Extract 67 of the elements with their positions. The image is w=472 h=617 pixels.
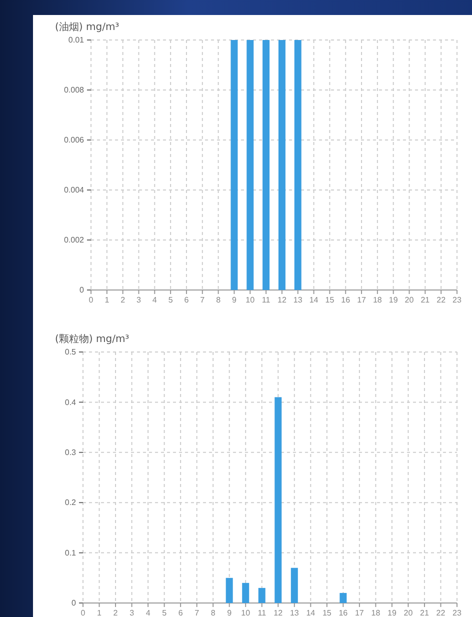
x-tick-label: 20 — [404, 608, 414, 617]
x-tick-label: 23 — [452, 608, 462, 617]
bar — [258, 588, 266, 603]
x-tick-label: 1 — [97, 608, 102, 617]
x-tick-label: 17 — [354, 608, 364, 617]
x-tick-label: 5 — [162, 608, 168, 617]
y-tick-label: 0.3 — [64, 448, 77, 457]
x-tick-label: 7 — [194, 608, 200, 617]
x-tick-label: 10 — [246, 296, 256, 305]
x-tick-label: 1 — [104, 296, 110, 305]
x-tick-label: 2 — [113, 608, 118, 617]
x-tick-label: 12 — [278, 296, 287, 305]
x-tick-label: 16 — [338, 608, 348, 617]
y-tick-label: 0.006 — [64, 136, 85, 145]
y-tick-label: 0.004 — [64, 186, 85, 195]
x-tick-label: 23 — [452, 296, 462, 305]
x-tick-label: 11 — [258, 608, 267, 617]
y-tick-label: 0 — [80, 286, 85, 295]
y-tick-label: 0.008 — [64, 86, 85, 95]
x-tick-label: 19 — [388, 608, 397, 617]
bar — [340, 592, 347, 603]
x-tick-label: 6 — [178, 608, 184, 617]
x-tick-label: 0 — [88, 296, 94, 305]
x-tick-label: 3 — [130, 608, 135, 617]
x-tick-label: 14 — [309, 296, 319, 305]
x-tick-label: 11 — [262, 296, 271, 305]
bar — [226, 578, 233, 603]
x-tick-label: 9 — [227, 608, 232, 617]
x-tick-label: 22 — [436, 296, 446, 305]
bar — [290, 568, 298, 603]
y-axis-title: (油烟) mg/m³ — [55, 21, 120, 33]
y-axis-title: (颗粒物) mg/m³ — [55, 334, 130, 345]
x-tick-label: 17 — [357, 296, 367, 305]
x-tick-label: 7 — [200, 296, 206, 305]
x-tick-label: 3 — [136, 296, 142, 305]
x-tick-label: 6 — [184, 296, 190, 305]
bar — [274, 397, 282, 603]
y-tick-label: 0.2 — [64, 498, 77, 508]
x-tick-label: 4 — [152, 296, 158, 305]
x-tick-label: 19 — [388, 296, 398, 305]
x-tick-label: 21 — [420, 296, 430, 305]
y-tick-label: 0.002 — [64, 236, 85, 245]
x-tick-label: 13 — [293, 296, 303, 305]
y-tick-label: 0 — [72, 598, 77, 608]
y-tick-label: 0.5 — [64, 348, 77, 357]
x-tick-label: 2 — [120, 296, 126, 305]
x-tick-label: 22 — [436, 608, 446, 617]
x-tick-label: 20 — [404, 296, 414, 305]
x-tick-label: 15 — [322, 608, 332, 617]
x-tick-label: 18 — [371, 608, 381, 617]
x-tick-label: 5 — [168, 296, 174, 305]
x-tick-label: 4 — [146, 608, 151, 617]
bar — [242, 582, 250, 603]
x-tick-label: 18 — [372, 296, 382, 305]
x-tick-label: 8 — [216, 296, 222, 305]
x-tick-label: 9 — [232, 296, 237, 305]
x-tick-label: 15 — [325, 296, 335, 305]
x-tick-label: 13 — [290, 608, 300, 617]
x-tick-label: 8 — [210, 608, 216, 617]
x-tick-label: 10 — [241, 608, 251, 617]
x-tick-label: 16 — [341, 296, 351, 305]
y-tick-label: 0.4 — [64, 398, 77, 407]
x-tick-label: 14 — [306, 608, 316, 617]
x-tick-label: 21 — [420, 608, 430, 617]
y-tick-label: 0.01 — [68, 36, 85, 45]
y-tick-label: 0.1 — [64, 548, 77, 558]
x-tick-label: 12 — [274, 608, 284, 617]
